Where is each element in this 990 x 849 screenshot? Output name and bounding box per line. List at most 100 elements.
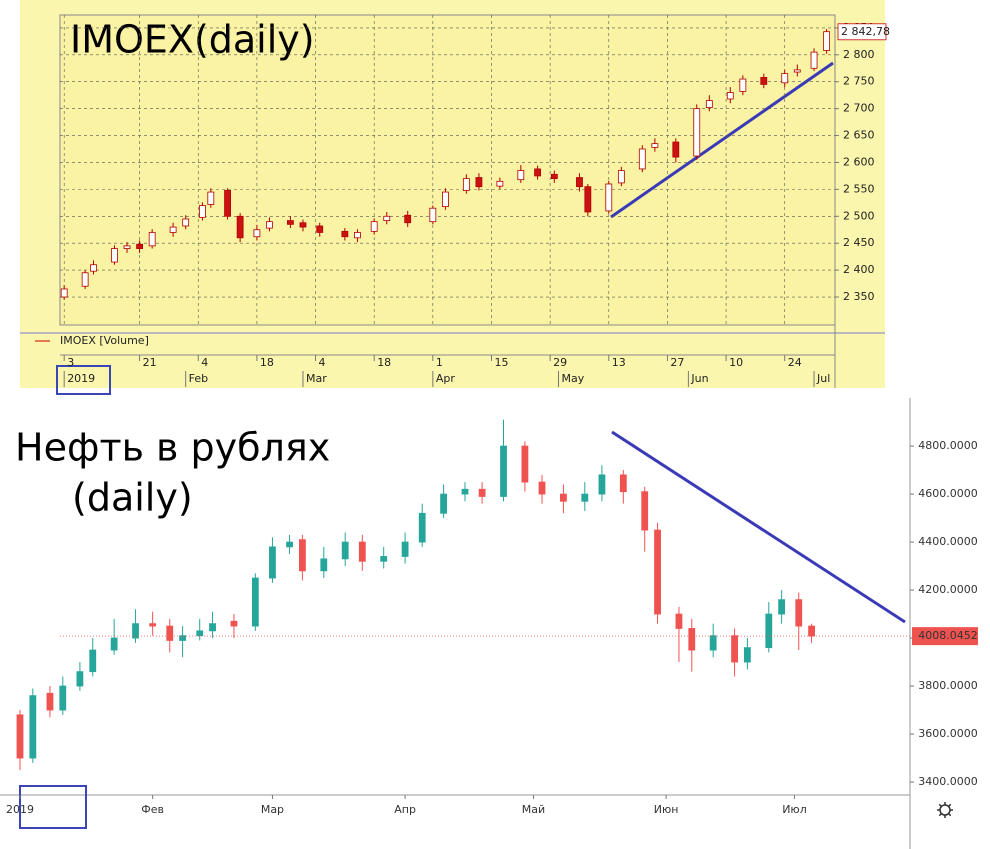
x-tick-label: 18 bbox=[260, 356, 274, 369]
x-tick-label: 2019 bbox=[6, 803, 34, 816]
y-tick-label: 2 450 bbox=[843, 236, 875, 249]
last-price-label: 2 842,78 bbox=[841, 25, 890, 38]
candle-body bbox=[209, 623, 216, 632]
candle-body bbox=[810, 51, 818, 69]
candle-body bbox=[136, 243, 143, 249]
x-tick-label: Фев bbox=[141, 803, 164, 816]
candle-body bbox=[179, 635, 186, 641]
x-tick-label: May bbox=[562, 372, 585, 385]
candle-body bbox=[16, 714, 24, 759]
candle-body bbox=[148, 232, 156, 247]
candle-body bbox=[380, 556, 388, 562]
last-price-label: 4008.0452 bbox=[918, 629, 978, 642]
candle-body bbox=[693, 108, 701, 157]
y-tick-label: 4200.0000 bbox=[918, 583, 978, 596]
x-tick-label: Jun bbox=[690, 372, 708, 385]
candle-body bbox=[253, 229, 261, 238]
candle-body bbox=[266, 221, 273, 229]
candle-body bbox=[401, 541, 409, 557]
candle-body bbox=[89, 649, 97, 673]
candle-body bbox=[744, 647, 751, 663]
candle-body bbox=[765, 613, 773, 649]
y-tick-label: 2 550 bbox=[843, 182, 875, 195]
x-tick-label: 15 bbox=[494, 356, 508, 369]
candle-body bbox=[598, 474, 606, 495]
candle-body bbox=[429, 207, 437, 223]
candle-body bbox=[638, 148, 646, 170]
x-tick-label: Апр bbox=[394, 803, 416, 816]
candle-body bbox=[182, 218, 190, 227]
candle-body bbox=[404, 214, 412, 224]
candle-body bbox=[475, 177, 483, 188]
candle-body bbox=[236, 215, 244, 239]
candle-body bbox=[619, 474, 627, 493]
candle-body bbox=[641, 491, 649, 531]
candle-body bbox=[299, 222, 307, 228]
candle-body bbox=[605, 183, 613, 212]
x-tick-label: 21 bbox=[143, 356, 157, 369]
y-tick-label: 2 650 bbox=[843, 129, 875, 142]
candle-body bbox=[269, 546, 276, 579]
candle-body bbox=[560, 493, 567, 502]
x-tick-label: Май bbox=[522, 803, 545, 816]
candle-body bbox=[675, 613, 683, 629]
candle-body bbox=[581, 493, 589, 502]
candle-body bbox=[478, 488, 486, 497]
candle-body bbox=[207, 191, 215, 205]
candle-body bbox=[76, 671, 84, 687]
candle-body bbox=[576, 177, 583, 188]
candle-body bbox=[793, 69, 801, 73]
candle-body bbox=[781, 73, 789, 84]
candle-body bbox=[418, 512, 426, 543]
chart-title: Нефть в рублях bbox=[15, 426, 330, 470]
highlight-box bbox=[19, 785, 87, 829]
candle-body bbox=[521, 445, 529, 483]
last-price-box bbox=[912, 627, 978, 646]
y-tick-label: 2 700 bbox=[843, 102, 875, 115]
y-tick-label: 2 400 bbox=[843, 263, 875, 276]
y-tick-label: 2 350 bbox=[843, 290, 875, 303]
candle-body bbox=[251, 577, 259, 627]
x-tick-label: 2019 bbox=[67, 372, 95, 385]
y-tick-label: 3600.0000 bbox=[918, 727, 978, 740]
candle-body bbox=[370, 221, 378, 232]
candle-body bbox=[383, 215, 391, 221]
candle-body bbox=[341, 230, 349, 238]
candle-body bbox=[81, 272, 89, 287]
x-tick-label: 4 bbox=[201, 356, 208, 369]
x-tick-label: Mar bbox=[306, 372, 327, 385]
candle-body bbox=[230, 620, 238, 627]
candle-body bbox=[110, 637, 118, 651]
x-tick-label: Feb bbox=[189, 372, 208, 385]
y-tick-label: 3400.0000 bbox=[918, 775, 978, 788]
candle-body bbox=[726, 92, 734, 100]
candle-body bbox=[795, 599, 803, 627]
x-tick-label: 24 bbox=[788, 356, 802, 369]
last-price-box bbox=[837, 23, 887, 41]
top-plot-area bbox=[59, 14, 836, 326]
candle-body bbox=[60, 288, 68, 298]
y-tick-label: 2 500 bbox=[843, 209, 875, 222]
candle-body bbox=[442, 191, 449, 207]
candle-body bbox=[358, 541, 366, 562]
x-tick-label: Apr bbox=[436, 372, 456, 385]
x-tick-label: Июн bbox=[654, 803, 679, 816]
x-tick-label: 13 bbox=[612, 356, 626, 369]
candle-body bbox=[550, 173, 558, 180]
candle-body bbox=[320, 558, 328, 572]
candle-body bbox=[224, 190, 231, 217]
candle-body bbox=[440, 493, 448, 514]
x-tick-label: 18 bbox=[377, 356, 391, 369]
candle-body bbox=[169, 226, 177, 233]
y-tick-label: 4400.0000 bbox=[918, 535, 978, 548]
settings-icon[interactable] bbox=[937, 802, 953, 818]
x-tick-label: 3 bbox=[67, 356, 74, 369]
candle-body bbox=[808, 625, 815, 637]
trend-line bbox=[610, 61, 834, 219]
x-tick-label: Июл bbox=[782, 803, 807, 816]
candle-body bbox=[123, 245, 131, 249]
candle-body bbox=[823, 31, 831, 51]
candle-body bbox=[688, 628, 696, 651]
y-tick-label: 2 800 bbox=[843, 48, 875, 61]
candle-body bbox=[731, 635, 738, 663]
